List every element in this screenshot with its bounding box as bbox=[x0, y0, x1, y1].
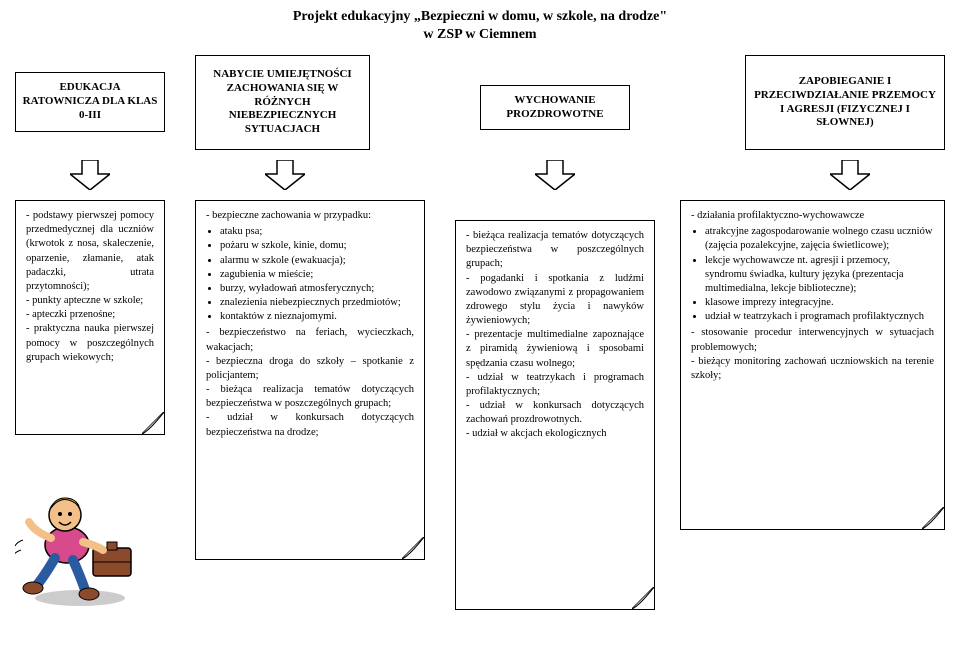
arrow-down-icon bbox=[535, 160, 575, 190]
header-box-1: EDUKACJA RATOWNICZA DLA KLAS 0-III bbox=[15, 72, 165, 132]
title-line-2: w ZSP w Ciemnem bbox=[423, 27, 536, 42]
content-box-4: - działania profilaktyczno-wychowawczeat… bbox=[680, 200, 945, 530]
project-title: Projekt edukacyjny „Bezpieczni w domu, w… bbox=[0, 8, 960, 44]
header-box-2: NABYCIE UMIEJĘTNOŚCI ZACHOWANIA SIĘ W RÓ… bbox=[195, 55, 370, 150]
title-line-1: Projekt edukacyjny „Bezpieczni w domu, w… bbox=[293, 9, 667, 24]
page-curl-icon bbox=[142, 412, 164, 434]
header-box-4: ZAPOBIEGANIE I PRZECIWDZIAŁANIE PRZEMOCY… bbox=[745, 55, 945, 150]
page-curl-icon bbox=[632, 587, 654, 609]
content-box-3: - bieżąca realizacja tematów dotyczących… bbox=[455, 220, 655, 610]
header-box-3: WYCHOWANIE PROZDROWOTNE bbox=[480, 85, 630, 130]
content-box-2: - bezpieczne zachowania w przypadku:atak… bbox=[195, 200, 425, 560]
arrow-down-icon bbox=[265, 160, 305, 190]
cartoon-runner-icon bbox=[15, 480, 145, 610]
page-curl-icon bbox=[402, 537, 424, 559]
content-box-1: - podstawy pierwszej pomocy przedmedyczn… bbox=[15, 200, 165, 435]
arrow-down-icon bbox=[830, 160, 870, 190]
page-curl-icon bbox=[922, 507, 944, 529]
arrow-down-icon bbox=[70, 160, 110, 190]
